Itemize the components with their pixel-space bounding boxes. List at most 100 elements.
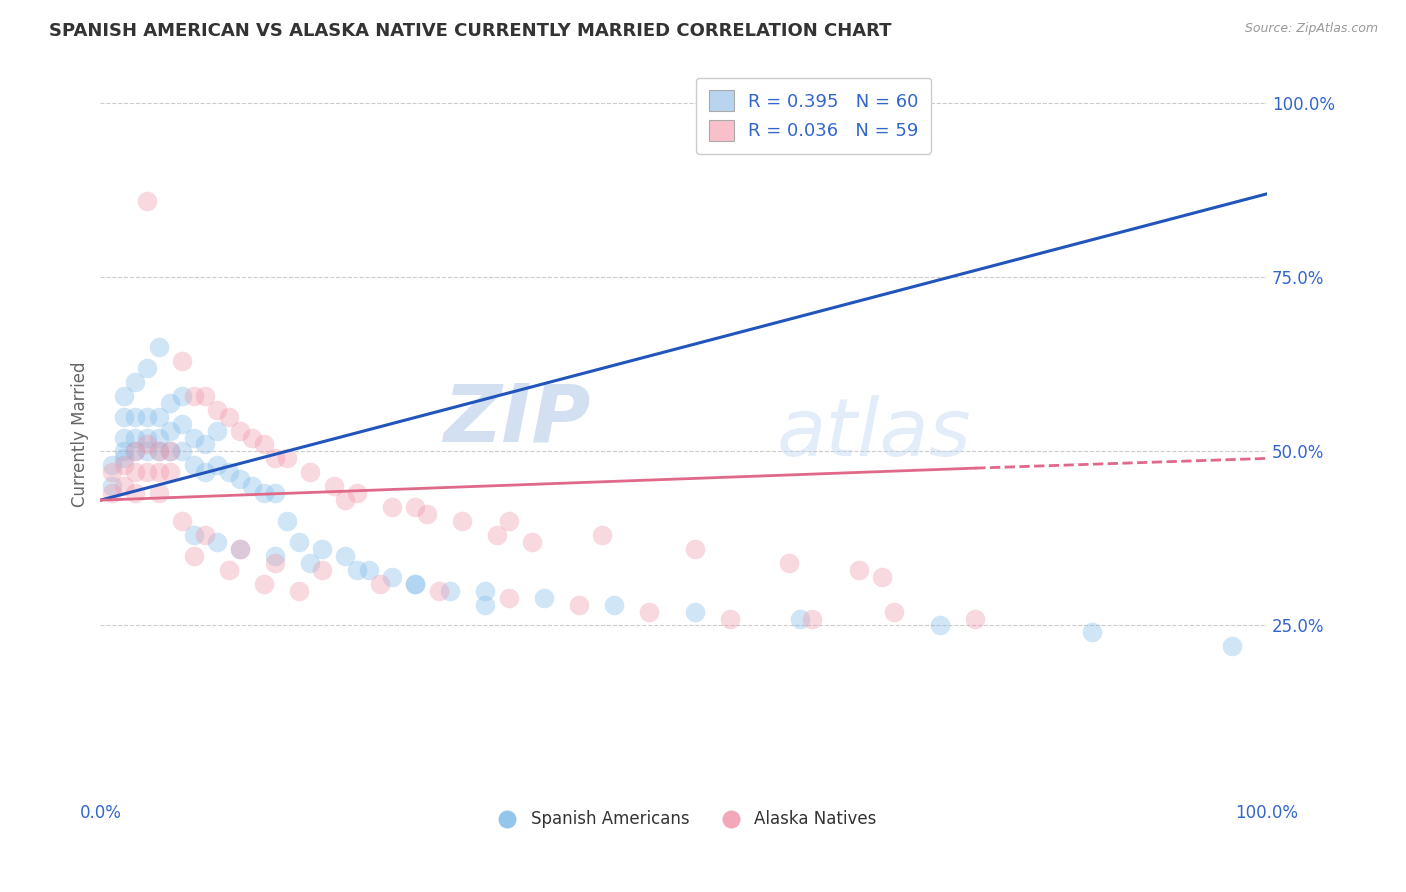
Point [311, 541, 333, 556]
Point [965, 611, 987, 625]
Point [240, 430, 263, 444]
Point [159, 395, 181, 409]
Point [498, 514, 520, 528]
Point [205, 458, 228, 473]
Point [136, 360, 159, 375]
Point [148, 340, 170, 354]
Point [124, 409, 146, 424]
Point [218, 563, 240, 577]
Point [404, 500, 426, 515]
Point [136, 430, 159, 444]
Point [335, 549, 357, 563]
Text: Source: ZipAtlas.com: Source: ZipAtlas.com [1244, 22, 1378, 36]
Point [170, 444, 193, 458]
Point [229, 541, 252, 556]
Point [101, 486, 124, 500]
Point [205, 424, 228, 438]
Point [124, 465, 146, 479]
Point [170, 389, 193, 403]
Point [264, 451, 287, 466]
Point [101, 479, 124, 493]
Point [205, 535, 228, 549]
Point [335, 493, 357, 508]
Point [218, 409, 240, 424]
Point [240, 479, 263, 493]
Point [685, 541, 707, 556]
Point [148, 444, 170, 458]
Point [381, 570, 404, 584]
Point [357, 563, 380, 577]
Y-axis label: Currently Married: Currently Married [72, 361, 89, 507]
Point [533, 591, 555, 605]
Point [404, 576, 426, 591]
Point [416, 507, 439, 521]
Point [1220, 640, 1243, 654]
Point [346, 563, 368, 577]
Point [159, 465, 181, 479]
Point [451, 514, 474, 528]
Point [124, 444, 146, 458]
Point [264, 486, 287, 500]
Point [474, 598, 496, 612]
Point [789, 611, 811, 625]
Point [124, 430, 146, 444]
Point [112, 458, 135, 473]
Point [136, 409, 159, 424]
Point [183, 430, 205, 444]
Point [112, 409, 135, 424]
Text: SPANISH AMERICAN VS ALASKA NATIVE CURRENTLY MARRIED CORRELATION CHART: SPANISH AMERICAN VS ALASKA NATIVE CURREN… [49, 22, 891, 40]
Point [148, 430, 170, 444]
Point [322, 479, 344, 493]
Point [929, 618, 952, 632]
Point [170, 514, 193, 528]
Point [101, 465, 124, 479]
Point [124, 444, 146, 458]
Point [264, 556, 287, 570]
Point [183, 549, 205, 563]
Point [124, 486, 146, 500]
Point [311, 563, 333, 577]
Point [264, 549, 287, 563]
Point [194, 389, 217, 403]
Point [287, 535, 309, 549]
Text: atlas: atlas [778, 395, 972, 473]
Point [148, 409, 170, 424]
Point [205, 402, 228, 417]
Point [602, 598, 624, 612]
Point [124, 375, 146, 389]
Point [194, 528, 217, 542]
Point [170, 354, 193, 368]
Point [474, 583, 496, 598]
Point [148, 486, 170, 500]
Point [229, 424, 252, 438]
Point [112, 451, 135, 466]
Point [848, 563, 870, 577]
Point [136, 444, 159, 458]
Point [498, 591, 520, 605]
Point [870, 570, 893, 584]
Text: ZIP: ZIP [443, 380, 591, 458]
Point [253, 437, 276, 451]
Point [170, 417, 193, 431]
Point [159, 424, 181, 438]
Point [1081, 625, 1104, 640]
Point [299, 465, 322, 479]
Legend: Spanish Americans, Alaska Natives: Spanish Americans, Alaska Natives [484, 804, 883, 835]
Point [136, 194, 159, 208]
Point [883, 605, 905, 619]
Point [404, 576, 426, 591]
Point [194, 465, 217, 479]
Point [229, 541, 252, 556]
Point [136, 465, 159, 479]
Point [218, 465, 240, 479]
Point [439, 583, 461, 598]
Point [276, 514, 298, 528]
Point [591, 528, 613, 542]
Point [800, 611, 823, 625]
Point [101, 458, 124, 473]
Point [685, 605, 707, 619]
Point [637, 605, 659, 619]
Point [148, 444, 170, 458]
Point [485, 528, 508, 542]
Point [112, 389, 135, 403]
